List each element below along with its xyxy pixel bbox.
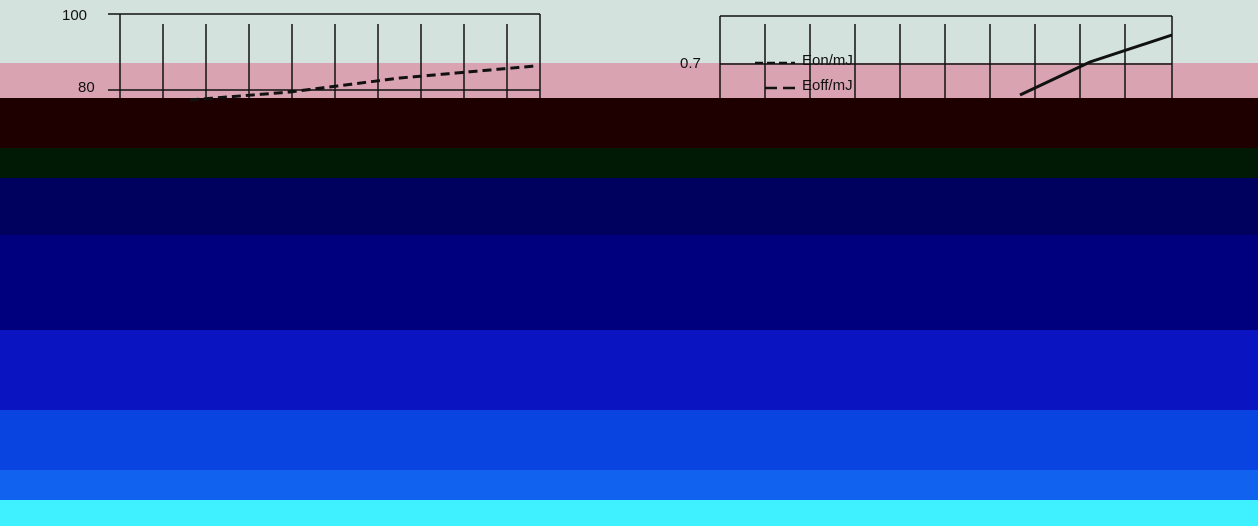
legend-label: Eon/mJ (802, 52, 853, 69)
screenshot: 100 80 0.7 Eon/mJ Eoff/mJ (0, 0, 1258, 526)
band (0, 0, 1258, 63)
band (0, 178, 1258, 235)
band (0, 98, 1258, 148)
legend-label: Eoff/mJ (802, 77, 853, 94)
y-tick-label: 100 (62, 7, 87, 24)
band (0, 63, 1258, 98)
band (0, 330, 1258, 410)
band (0, 148, 1258, 178)
band (0, 410, 1258, 470)
band (0, 470, 1258, 500)
band (0, 500, 1258, 526)
y-tick-label: 80 (78, 79, 95, 96)
glitched-charts: 100 80 0.7 Eon/mJ Eoff/mJ (0, 0, 1258, 526)
y-tick-label: 0.7 (680, 55, 701, 72)
band (0, 235, 1258, 330)
